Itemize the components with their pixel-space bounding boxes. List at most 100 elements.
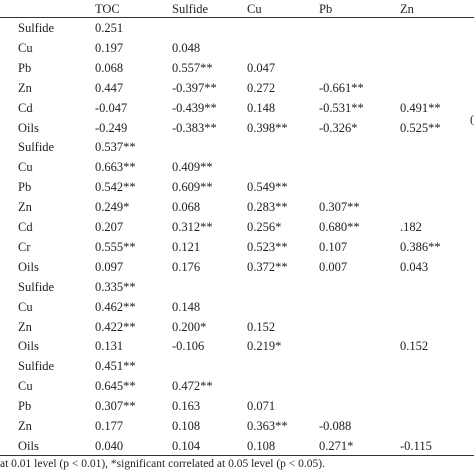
table-row: Zn 0.249* 0.068 0.283** 0.307** bbox=[0, 197, 474, 217]
table-cell: 0.131 bbox=[95, 339, 124, 354]
table-cell: 0.680** bbox=[319, 220, 360, 234]
table-row: Pb 0.542** 0.609** 0.549** bbox=[0, 177, 474, 197]
header-sulfide: Sulfide bbox=[172, 2, 209, 16]
table-cell: 0.104 bbox=[172, 438, 201, 453]
table-cell: 0.271* bbox=[319, 438, 354, 453]
table-row: Cd -0.047 -0.439** 0.148 -0.531** 0.491** bbox=[0, 98, 474, 118]
table-cell: -0.106 bbox=[172, 339, 205, 354]
table-cell: 0.272 bbox=[247, 80, 276, 95]
cut-off-mark: ( bbox=[470, 112, 474, 126]
row-label: Oils bbox=[18, 438, 39, 453]
header-cu: Cu bbox=[247, 2, 262, 16]
table-cell: 0.108 bbox=[172, 419, 201, 433]
table-cell: 0.335** bbox=[95, 279, 136, 294]
row-label: Cd bbox=[18, 100, 33, 115]
table-cell: 0.163 bbox=[172, 399, 201, 414]
row-label: Pb bbox=[18, 399, 32, 414]
table-row: Oils 0.040 0.104 0.108 0.271* -0.115 bbox=[0, 436, 474, 456]
table-cell: 0.207 bbox=[95, 220, 124, 234]
table-row: Zn 0.447 -0.397** 0.272 -0.661** bbox=[0, 78, 474, 98]
row-label: Cd bbox=[18, 220, 33, 234]
table-cell: 0.491** bbox=[400, 100, 441, 115]
table-cell: 0.398** bbox=[247, 120, 288, 135]
table-row: Zn 0.422** 0.200* 0.152 bbox=[0, 317, 474, 337]
table-cell: 0.307** bbox=[95, 399, 136, 414]
table-cell: 0.462** bbox=[95, 299, 136, 314]
table-cell: 0.047 bbox=[247, 60, 276, 75]
row-label: Oils bbox=[18, 339, 39, 354]
table-cell: -0.531** bbox=[319, 100, 364, 115]
table-cell: -0.397** bbox=[172, 80, 217, 95]
table-cell: -0.088 bbox=[319, 419, 352, 433]
bottom-rule bbox=[0, 455, 474, 456]
table-cell: 0.068 bbox=[95, 60, 124, 75]
table-cell: 0.152 bbox=[247, 319, 276, 334]
row-label: Zn bbox=[18, 80, 32, 95]
row-label: Cu bbox=[18, 299, 33, 314]
table-cell: 0.108 bbox=[247, 438, 276, 453]
table-cell: 0.523** bbox=[247, 239, 288, 254]
footnote: at 0.01 level (p < 0.01), *significant c… bbox=[0, 458, 325, 470]
table-cell: 0.472** bbox=[172, 379, 213, 394]
table-cell: 0.152 bbox=[400, 339, 429, 354]
header-zn: Zn bbox=[400, 2, 414, 16]
table-row: Cr 0.555** 0.121 0.523** 0.107 0.386** bbox=[0, 237, 474, 257]
row-label: Oils bbox=[18, 120, 39, 135]
table-cell: 0.121 bbox=[172, 239, 201, 254]
row-label: Cu bbox=[18, 40, 33, 55]
table-cell: 0.068 bbox=[172, 200, 201, 215]
table-cell: 0.363** bbox=[247, 419, 288, 433]
table-row: Oils -0.249 -0.383** 0.398** -0.326* 0.525** bbox=[0, 118, 474, 138]
table-row: Sulfide 0.335** bbox=[0, 277, 474, 297]
table-cell: 0.197 bbox=[95, 40, 124, 55]
table-cell: 0.176 bbox=[172, 259, 201, 274]
table-cell: 0.549** bbox=[247, 180, 288, 195]
row-label: Zn bbox=[18, 319, 32, 334]
table-cell: 0.525** bbox=[400, 120, 441, 135]
table-cell: 0.283** bbox=[247, 200, 288, 215]
table-row: Cu 0.645** 0.472** bbox=[0, 376, 474, 396]
row-label: Zn bbox=[18, 419, 32, 433]
row-label: Sulfide bbox=[18, 21, 55, 35]
table-cell: 0.177 bbox=[95, 419, 124, 433]
table-cell: -0.047 bbox=[95, 100, 128, 115]
table-row: Oils 0.097 0.176 0.372** 0.007 0.043 bbox=[0, 257, 474, 277]
table-cell: 0.048 bbox=[172, 40, 201, 55]
row-label: Pb bbox=[18, 180, 32, 195]
table-row: Oils 0.131 -0.106 0.219* 0.152 bbox=[0, 336, 474, 356]
table-cell: 0.542** bbox=[95, 180, 136, 195]
row-label: Pb bbox=[18, 60, 32, 75]
table-cell: 0.219* bbox=[247, 339, 282, 354]
table-cell: 0.422** bbox=[95, 319, 136, 334]
header-rule bbox=[0, 17, 474, 18]
table-cell: -0.249 bbox=[95, 120, 128, 135]
table-cell: 0.451** bbox=[95, 359, 136, 374]
table-cell: 0.040 bbox=[95, 438, 124, 453]
table-row: Zn 0.177 0.108 0.363** -0.088 bbox=[0, 416, 474, 436]
table-cell: 0.148 bbox=[172, 299, 201, 314]
table-row: Cu 0.197 0.048 bbox=[0, 38, 474, 58]
table-cell: 0.148 bbox=[247, 100, 276, 115]
table-cell: 0.200* bbox=[172, 319, 207, 334]
table-row: Sulfide 0.451** bbox=[0, 356, 474, 376]
table-cell: -0.326* bbox=[319, 120, 358, 135]
table-cell: 0.043 bbox=[400, 259, 429, 274]
table-row: Sulfide 0.537** bbox=[0, 137, 474, 157]
table-row: Cu 0.663** 0.409** bbox=[0, 157, 474, 177]
table-cell: 0.537** bbox=[95, 140, 136, 155]
table-row: Pb 0.307** 0.163 0.071 bbox=[0, 396, 474, 416]
table-cell: 0.107 bbox=[319, 239, 348, 254]
table-row: Pb 0.068 0.557** 0.047 bbox=[0, 58, 474, 78]
table-row: Cd 0.207 0.312** 0.256* 0.680** .182 bbox=[0, 217, 474, 237]
table-cell: 0.372** bbox=[247, 259, 288, 274]
table-cell: -0.439** bbox=[172, 100, 217, 115]
table-cell: 0.307** bbox=[319, 200, 360, 215]
row-label: Sulfide bbox=[18, 279, 55, 294]
table-cell: 0.071 bbox=[247, 399, 276, 414]
table-cell: 0.312** bbox=[172, 220, 213, 234]
table-cell: 0.249* bbox=[95, 200, 130, 215]
table-cell: 0.663** bbox=[95, 160, 136, 175]
table-cell: 0.447 bbox=[95, 80, 124, 95]
table-cell: -0.661** bbox=[319, 80, 364, 95]
table-cell: 0.007 bbox=[319, 259, 348, 274]
